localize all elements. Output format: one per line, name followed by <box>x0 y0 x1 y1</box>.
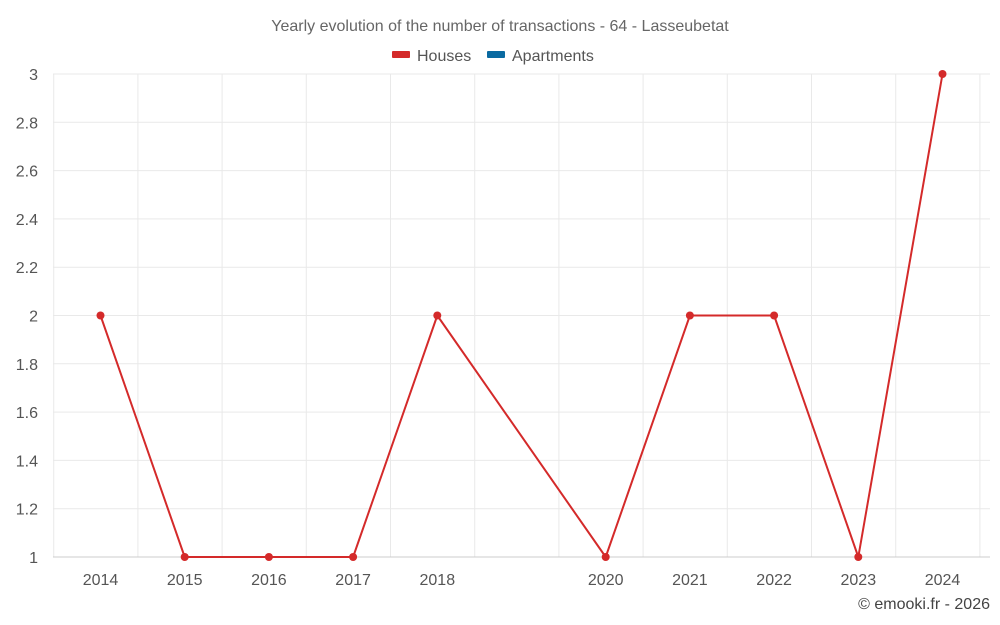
y-tick-label: 1.4 <box>16 453 38 470</box>
x-tick-label: 2023 <box>841 572 877 589</box>
legend-swatch-houses <box>392 51 410 58</box>
data-point-houses <box>601 553 610 561</box>
x-tick-label: 2024 <box>925 572 961 589</box>
y-tick-label: 1.8 <box>16 357 38 374</box>
x-axis-ticks: 2014 2015 2016 2017 2018 2020 2021 2022 2023 2024 <box>83 572 961 589</box>
data-point-houses <box>264 553 273 561</box>
data-point-houses <box>685 311 694 320</box>
x-tick-label: 2017 <box>335 572 371 589</box>
x-tick-label: 2015 <box>167 572 203 589</box>
x-tick-label: 2022 <box>756 572 792 589</box>
series-houses <box>96 70 947 561</box>
y-tick-label: 2.8 <box>16 115 38 132</box>
data-point-houses <box>180 553 189 561</box>
x-tick-label: 2020 <box>588 572 624 589</box>
series-line-houses <box>99 73 944 558</box>
legend-item-apartments[interactable]: Apartments <box>487 48 594 65</box>
grid <box>53 73 990 557</box>
legend-swatch-apartments <box>487 51 505 58</box>
legend: Houses Apartments <box>392 48 594 65</box>
data-point-houses <box>938 70 947 78</box>
y-tick-label: 2.4 <box>16 212 38 229</box>
data-point-houses <box>770 311 779 320</box>
data-point-houses <box>433 311 442 320</box>
legend-label-apartments: Apartments <box>512 48 594 65</box>
y-tick-label: 2 <box>29 309 38 326</box>
data-point-houses <box>349 553 358 561</box>
x-tick-label: 2018 <box>420 572 456 589</box>
y-tick-label: 1 <box>29 550 38 567</box>
y-tick-label: 2.6 <box>16 164 38 181</box>
x-tick-label: 2016 <box>251 572 287 589</box>
y-tick-label: 1.6 <box>16 405 38 422</box>
y-tick-label: 3 <box>29 67 38 84</box>
data-point-houses <box>96 311 105 320</box>
y-tick-label: 1.2 <box>16 502 38 519</box>
legend-label-houses: Houses <box>417 48 471 65</box>
credit-text: © emooki.fr - 2026 <box>858 596 990 613</box>
legend-item-houses[interactable]: Houses <box>392 48 471 65</box>
y-tick-label: 2.2 <box>16 260 38 277</box>
y-axis-ticks: 1 1.2 1.4 1.6 1.8 2 2.2 2.4 2.6 2.8 3 <box>16 67 38 567</box>
chart-title: Yearly evolution of the number of transa… <box>271 18 729 35</box>
data-point-houses <box>854 553 863 561</box>
x-tick-label: 2014 <box>83 572 119 589</box>
x-tick-label: 2021 <box>672 572 708 589</box>
